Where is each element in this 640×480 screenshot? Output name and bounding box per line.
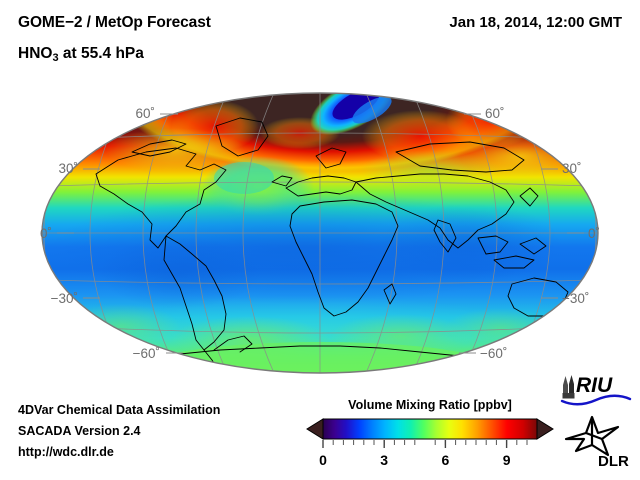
lat-label-right-0: 0˚ (588, 226, 600, 241)
lat-label-left-60: 60˚ (135, 106, 155, 121)
map-outline (41, 92, 599, 374)
colorbar-tick-3: 3 (380, 452, 388, 468)
lat-label-right-30: 30˚ (562, 161, 582, 176)
lat-label-left-0: 0˚ (40, 226, 52, 241)
species-formula-subscript: 3 (52, 52, 59, 64)
colorbar-block: Volume Mixing Ratio [ppbv] (305, 398, 555, 476)
riu-label: RIU (576, 374, 613, 397)
dlr-label: DLR (598, 453, 629, 469)
colorbar-canvas: 0 3 6 9 (306, 418, 554, 468)
lat-label-right-60: 60˚ (485, 106, 505, 121)
lat-label-left-30: 30˚ (58, 161, 78, 176)
page-title: GOME−2 / MetOp Forecast (18, 14, 211, 31)
colorbar-major-ticks (322, 440, 508, 448)
global-map: 60˚ 30˚ 0˚ −30˚ −60˚ 60˚ 30˚ 0˚ −30˚ − (0, 78, 640, 388)
colorbar-tick-9: 9 (503, 452, 511, 468)
colorbar-tick-0: 0 (319, 452, 327, 468)
colorbar-under-arrow (306, 418, 324, 440)
colorbar-gradient (322, 418, 538, 440)
lat-label-right-m60: −60˚ (480, 346, 507, 361)
blue-wave-icon (560, 394, 632, 406)
footer-line-url[interactable]: http://wdc.dlr.de (18, 445, 114, 459)
footer-line-version: SACADA Version 2.4 (18, 424, 141, 438)
latitude-labels: 60˚ 30˚ 0˚ −30˚ −60˚ 60˚ 30˚ 0˚ −30˚ − (40, 106, 600, 361)
map-canvas: 60˚ 30˚ 0˚ −30˚ −60˚ 60˚ 30˚ 0˚ −30˚ − (40, 92, 600, 374)
footer-credits: 4DVar Chemical Data Assimilation SACADA … (18, 400, 220, 463)
species-pressure-level: at 55.4 hPa (58, 45, 144, 62)
footer-line-method: 4DVar Chemical Data Assimilation (18, 403, 221, 417)
species-formula-prefix: HNO (18, 45, 53, 62)
dlr-pinwheel-icon (564, 415, 620, 457)
colorbar-title: Volume Mixing Ratio [ppbv] (348, 398, 512, 412)
lat-label-right-m30: −30˚ (562, 291, 589, 306)
colorbar-tick-6: 6 (442, 452, 450, 468)
lat-label-left-m30: −30˚ (51, 291, 78, 306)
cathedral-spires-icon (562, 375, 575, 399)
graticule (42, 93, 598, 373)
colorbar-over-arrow (536, 418, 554, 440)
lat-label-left-m60: −60˚ (133, 346, 160, 361)
riu-logo: RIU (560, 374, 632, 406)
species-subtitle: HNO3 at 55.4 hPa (18, 45, 144, 64)
colorbar-minor-ticks (332, 440, 528, 445)
dlr-logo: DLR (564, 415, 629, 469)
timestamp-label: Jan 18, 2014, 12:00 GMT (449, 14, 622, 31)
